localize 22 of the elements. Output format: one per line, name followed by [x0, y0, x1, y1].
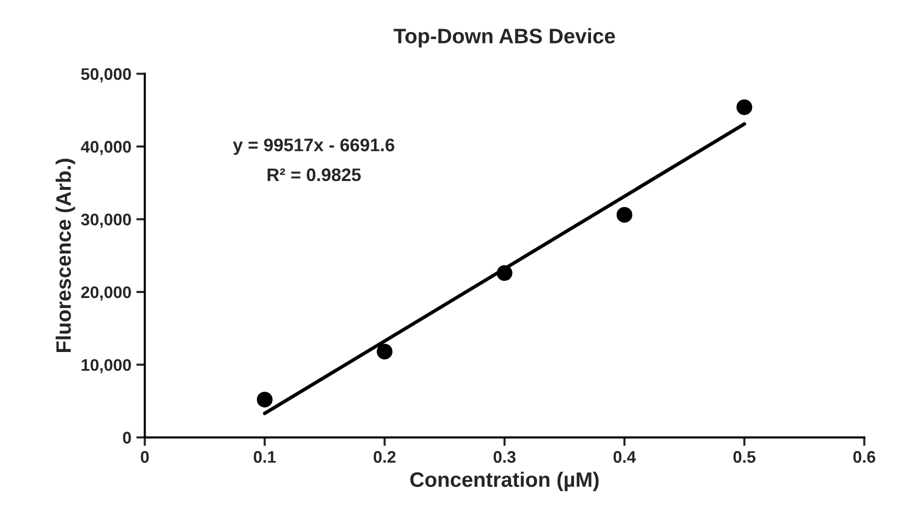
point	[376, 344, 392, 360]
y-tick-label: 40,000	[80, 140, 131, 156]
point	[736, 99, 752, 116]
x-tick-label: 0.5	[733, 451, 756, 463]
y-tick-label: 20,000	[81, 286, 131, 301]
x-tick-label: 0.2	[374, 451, 396, 463]
y-tick-label: 50,000	[81, 68, 131, 82]
y-tick-label: 10,000	[82, 359, 131, 374]
annotation: y = 99517x - 6691.6	[232, 138, 394, 155]
y-tick-label: 0	[122, 432, 131, 444]
chart-title: Top-Down ABS Device	[394, 28, 615, 48]
x-tick-label: 0.1	[254, 451, 276, 463]
point	[256, 392, 273, 408]
annotation: R² = 0.9825	[268, 168, 361, 182]
y-axis-title: Fluorescence (Arb.)	[56, 158, 76, 352]
point	[616, 207, 632, 223]
x-tick-label: 0.4	[614, 451, 636, 463]
x-axis-title: Concentration (µM)	[410, 472, 599, 492]
y-tick-label: 30,000	[81, 214, 131, 228]
x-tick-label: 0	[140, 451, 149, 463]
x-tick-label: 0.3	[494, 451, 516, 463]
x-tick-label: 0.6	[853, 451, 876, 463]
